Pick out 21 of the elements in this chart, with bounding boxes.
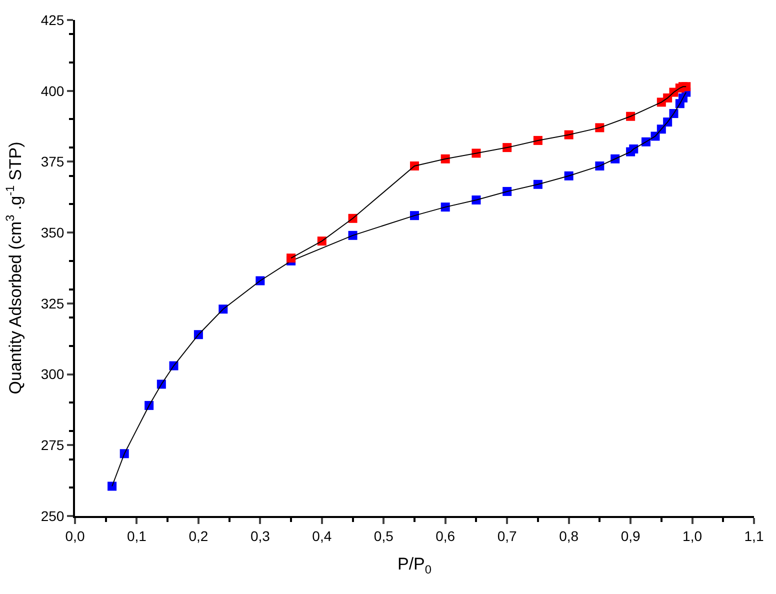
x-tick-label: 1,1 xyxy=(744,528,764,544)
x-tick-label: 0,8 xyxy=(559,528,579,544)
x-tick-label: 0,4 xyxy=(312,528,332,544)
x-tick-label: 0,2 xyxy=(188,528,208,544)
x-tick-label: 0,7 xyxy=(497,528,518,544)
x-tick-label: 0,9 xyxy=(620,528,640,544)
y-tick-label: 250 xyxy=(40,508,64,524)
y-tick-label: 350 xyxy=(40,224,64,240)
y-tick-label: 275 xyxy=(40,437,64,454)
y-tick-label: 375 xyxy=(40,154,64,170)
x-tick-label: 0,1 xyxy=(126,528,147,544)
x-axis-title: P/P$_{0}$ xyxy=(397,554,432,576)
x-tick-label: 0,0 xyxy=(65,528,85,544)
y-tick-label: 300 xyxy=(40,366,64,382)
y-tick-label: 325 xyxy=(40,295,64,312)
x-tick-label: 1,0 xyxy=(682,528,702,544)
y-tick-label: 425 xyxy=(40,12,64,28)
x-tick-label: 0,3 xyxy=(250,528,270,544)
y-tick-label: 400 xyxy=(40,82,64,99)
x-tick-label: 0,5 xyxy=(374,528,394,544)
x-tick-label: 0,6 xyxy=(436,528,456,544)
